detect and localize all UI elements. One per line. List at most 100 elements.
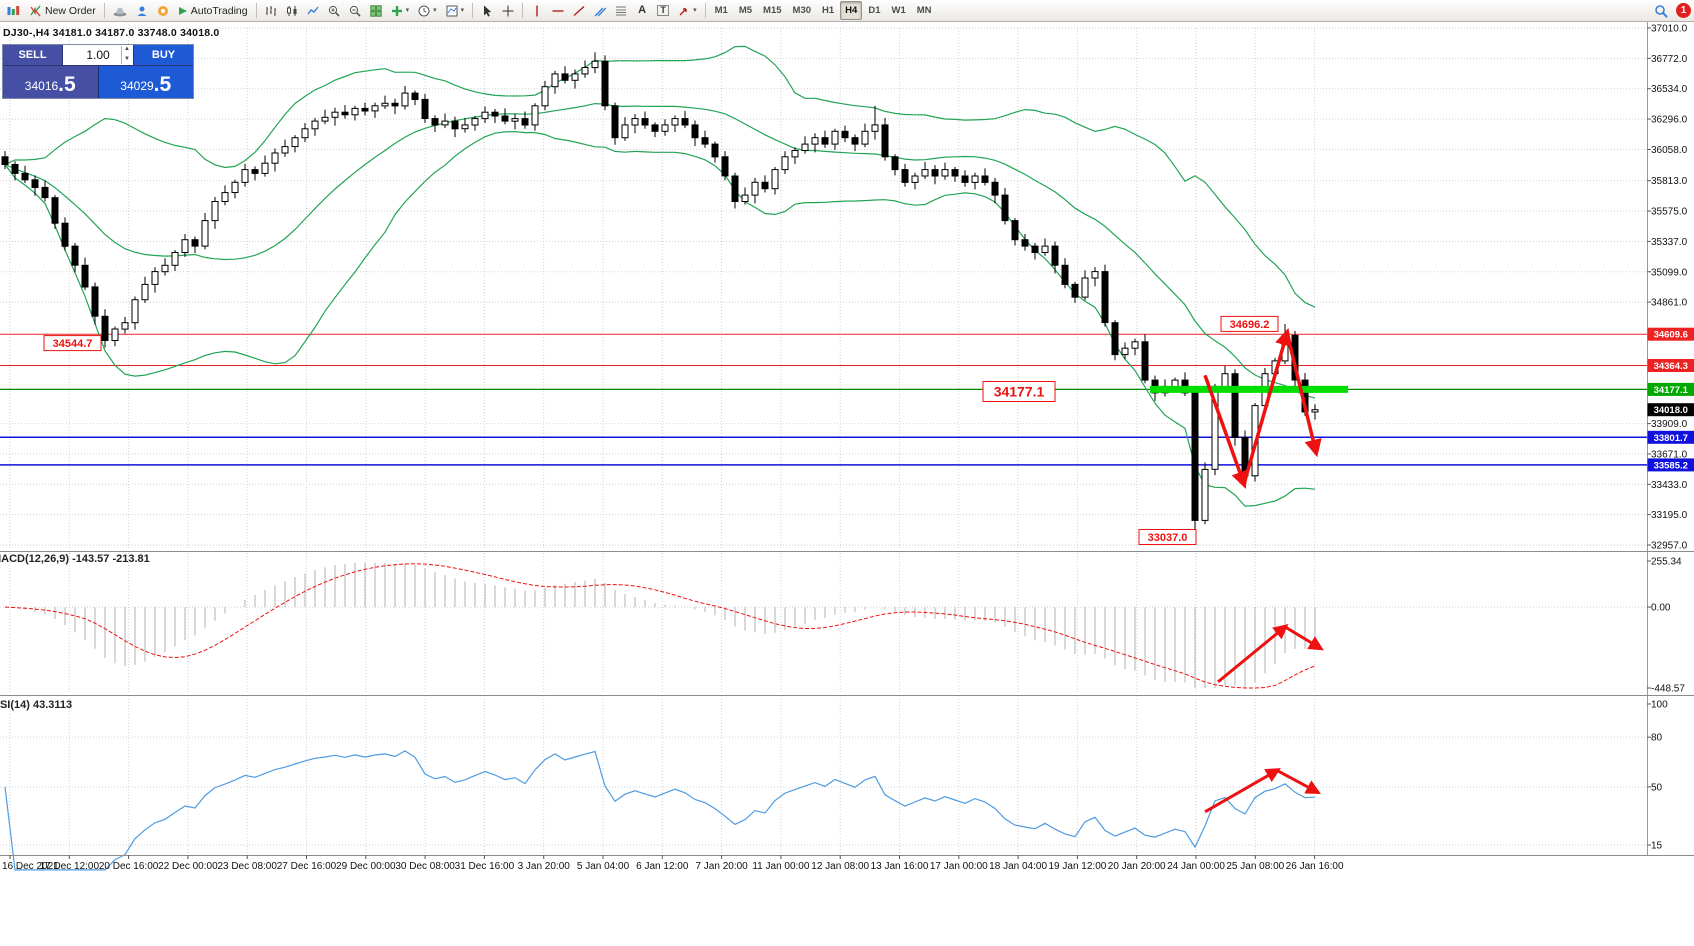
price-tag-text: 34018.0	[1654, 405, 1688, 416]
zoom-in-icon	[328, 5, 340, 17]
rsi-arrow[interactable]	[1276, 769, 1321, 795]
candle	[821, 137, 829, 145]
profile-button[interactable]	[132, 1, 152, 21]
drawn-arrows-layer[interactable]	[1203, 327, 1324, 814]
candle	[601, 60, 609, 107]
price-annotation-box[interactable]	[982, 381, 1056, 402]
candle	[321, 116, 329, 122]
price-annotation-box[interactable]	[1138, 529, 1197, 545]
timeframe-m15[interactable]: M15	[758, 1, 786, 20]
trend-arrow[interactable]	[1242, 327, 1293, 485]
candle	[1121, 347, 1129, 356]
autotrading-button[interactable]: AutoTrading	[174, 1, 252, 21]
vertical-line-tool[interactable]	[527, 1, 547, 21]
one-click-trading-panel: SELL 1.00 ▲ ▼ BUY 34016.5 34029.5	[2, 44, 194, 99]
time-axis-label: 23 Dec 08:00	[217, 861, 277, 872]
channel-tool[interactable]	[590, 1, 610, 21]
arrow-shape-icon	[679, 7, 687, 15]
timeframe-w1[interactable]: W1	[886, 1, 910, 20]
candle	[201, 220, 209, 247]
candle	[621, 124, 629, 139]
annotations-layer[interactable]: 34544.7 34696.2 34177.1 33037.0	[43, 315, 1348, 545]
candle	[1221, 373, 1229, 388]
chart-candles-button[interactable]	[282, 1, 302, 21]
rsi-arrow[interactable]	[1204, 768, 1281, 814]
macd-arrow[interactable]	[1284, 625, 1324, 651]
candle	[351, 107, 359, 116]
candle	[641, 118, 649, 126]
chart-bars-button[interactable]	[261, 1, 281, 21]
timeframe-h4[interactable]: H4	[840, 1, 863, 20]
candle	[371, 105, 379, 112]
candle	[991, 181, 999, 196]
trend-arrow[interactable]	[1285, 332, 1322, 458]
horizontal-lines-layer[interactable]	[0, 333, 1647, 466]
candle	[751, 181, 759, 196]
trendline-icon	[573, 5, 585, 16]
spin-up-icon[interactable]: ▲	[124, 46, 130, 52]
tile-windows-button[interactable]	[366, 1, 386, 21]
candle	[1101, 271, 1109, 324]
candle	[231, 181, 239, 194]
time-axis-label: 17 Dec 12:00	[40, 861, 100, 872]
text-tool[interactable]: A	[632, 1, 652, 21]
spin-down-icon[interactable]: ▼	[124, 56, 130, 63]
horizontal-line-tool[interactable]	[548, 1, 568, 21]
buy-price-main: 34029	[120, 78, 154, 93]
candle	[461, 124, 469, 130]
arrows-tool[interactable]: ▾	[674, 1, 701, 21]
community-button[interactable]	[153, 1, 173, 21]
notifications-badge[interactable]: 1	[1676, 3, 1691, 18]
expert-advisors-button[interactable]	[109, 1, 131, 21]
timeframe-m5[interactable]: M5	[734, 1, 757, 20]
candle	[241, 169, 249, 183]
bollinger-lower-band[interactable]	[4, 130, 1316, 507]
autotrading-play-icon	[178, 6, 187, 15]
candlestick-series	[1, 52, 1319, 535]
buy-price[interactable]: 34029.5	[97, 66, 193, 98]
zoom-out-button[interactable]	[345, 1, 365, 21]
new-chart-icon[interactable]	[3, 1, 24, 21]
chart-canvas[interactable]: 34544.7 34696.2 34177.1 33037.0 37010.0 3677…	[0, 22, 1694, 946]
bollinger-middle-band[interactable]	[4, 102, 1316, 399]
candle	[891, 156, 899, 171]
candle	[131, 299, 139, 324]
timeframe-m1[interactable]: M1	[710, 1, 733, 20]
candle	[871, 124, 879, 132]
buy-button[interactable]: BUY	[133, 45, 193, 65]
cursor-tool-button[interactable]	[477, 1, 497, 21]
sell-button[interactable]: SELL	[3, 45, 63, 65]
trend-arrow[interactable]	[1203, 374, 1249, 489]
chart-line-button[interactable]	[303, 1, 323, 21]
macd-arrow[interactable]	[1217, 624, 1289, 684]
timeframe-h1[interactable]: H1	[817, 1, 839, 20]
template-icon	[446, 5, 458, 16]
new-order-button[interactable]: New Order	[25, 1, 100, 21]
search-button[interactable]	[1650, 1, 1672, 21]
candlestick-icon	[286, 5, 297, 16]
time-axis-label: 20 Dec 16:00	[99, 861, 159, 872]
fibonacci-tool[interactable]	[611, 1, 631, 21]
candle	[1111, 322, 1119, 356]
volume-spinner[interactable]: ▲ ▼	[121, 46, 132, 64]
period-selector-button[interactable]: ▾	[414, 1, 441, 21]
time-axis-label: 19 Jan 12:00	[1048, 861, 1106, 872]
bollinger-upper-band[interactable]	[4, 45, 1316, 308]
trendline-tool[interactable]	[569, 1, 589, 21]
indicators-button[interactable]: ▾	[387, 1, 414, 21]
candle	[791, 150, 799, 158]
zoom-in-button[interactable]	[324, 1, 344, 21]
sell-price[interactable]: 34016.5	[3, 66, 98, 98]
timeframe-m30[interactable]: M30	[788, 1, 816, 20]
candle	[1231, 373, 1239, 439]
text-label-tool[interactable]: T	[653, 1, 673, 21]
timeframe-d1[interactable]: D1	[863, 1, 885, 20]
price-axis-label: 36058.0	[1651, 145, 1688, 156]
price-annotation-box[interactable]	[1220, 315, 1279, 332]
templates-button[interactable]: ▾	[442, 1, 469, 21]
toolbar-separator	[522, 3, 524, 18]
timeframe-mn[interactable]: MN	[912, 1, 937, 20]
price-annotation-box[interactable]	[43, 335, 102, 352]
volume-input[interactable]: 1.00 ▲ ▼	[63, 45, 133, 65]
crosshair-tool-button[interactable]	[498, 1, 518, 21]
